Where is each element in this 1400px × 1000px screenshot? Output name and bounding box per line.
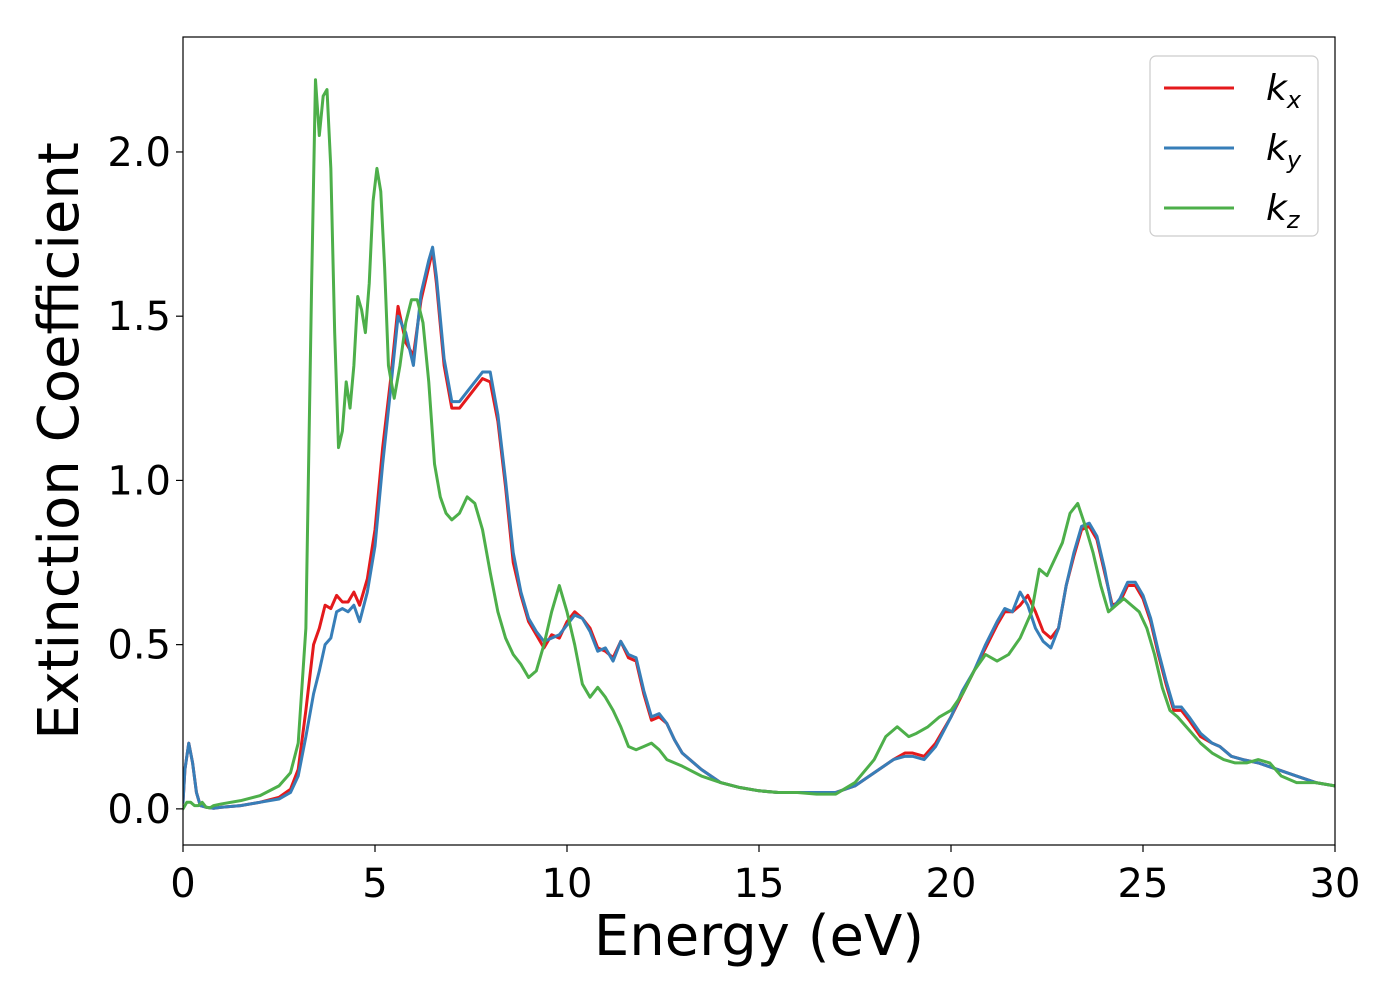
y-tick-label: 2.0: [107, 130, 171, 176]
legend-label-kz: kz: [1266, 188, 1301, 234]
legend-label-main: k: [1266, 68, 1289, 109]
legend-box: [1149, 55, 1319, 237]
series-line-kz: [183, 78, 1335, 811]
y-tick-label: 0.5: [107, 623, 171, 669]
x-tick-label: 15: [734, 861, 785, 907]
x-tick-label: 30: [1310, 861, 1361, 907]
y-axis-title: Extinction Coefficient: [27, 142, 92, 740]
legend-label-subscript: z: [1286, 206, 1301, 234]
legend-label-main: k: [1266, 188, 1289, 229]
y-tick-label: 1.5: [107, 294, 171, 340]
x-axis-ticks: 0 5 10 15 20 25 30: [170, 845, 1360, 907]
legend-label-main: k: [1266, 128, 1289, 169]
series-line-ky: [183, 245, 1335, 810]
plot-frame: [182, 36, 1336, 846]
x-tick-label: 5: [362, 861, 387, 907]
x-tick-label: 10: [542, 861, 593, 907]
legend-label-kx: kx: [1266, 68, 1302, 114]
legend-label-subscript: y: [1286, 146, 1302, 174]
legend-label-subscript: x: [1286, 86, 1302, 114]
x-tick-label: 0: [170, 861, 195, 907]
y-tick-label: 0.0: [107, 787, 171, 833]
y-tick-label: 1.0: [107, 458, 171, 504]
plot-lines: [183, 78, 1335, 811]
legend-label-ky: ky: [1266, 128, 1302, 174]
x-tick-label: 25: [1118, 861, 1169, 907]
x-tick-label: 20: [926, 861, 977, 907]
x-axis-title: Energy (eV): [594, 904, 924, 969]
y-axis-ticks: 0.0 0.5 1.0 1.5 2.0: [107, 130, 183, 833]
